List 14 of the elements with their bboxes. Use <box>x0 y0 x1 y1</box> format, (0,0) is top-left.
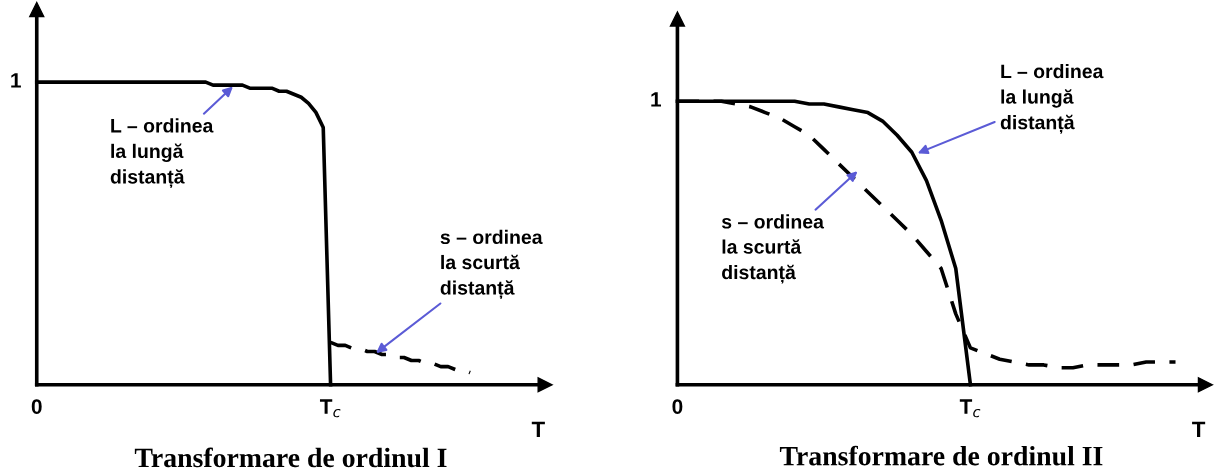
x-axis-title: T <box>531 421 545 437</box>
text: Transformare de ordinul II <box>779 445 1103 466</box>
x-axis-title: T <box>1192 421 1206 437</box>
x-tick-label: 0 <box>672 399 683 414</box>
x-tick-label: T$_{c}$ <box>319 399 341 418</box>
annotation: L – ordinea la lungă distanță <box>1000 63 1104 134</box>
text: 1 <box>651 92 662 107</box>
annotation: s – ordinea la scurtă distanță <box>440 229 543 300</box>
x-tick-label: 0 <box>31 399 42 414</box>
annotation: L – ordinea la lungă distanță <box>110 118 214 188</box>
annotation: s – ordinea la scurtă distanță <box>721 214 825 284</box>
x-tick-label: T$_{c}$ <box>959 399 981 418</box>
text: Transformare de ordinul I <box>134 447 447 468</box>
text: 1 <box>11 73 21 88</box>
